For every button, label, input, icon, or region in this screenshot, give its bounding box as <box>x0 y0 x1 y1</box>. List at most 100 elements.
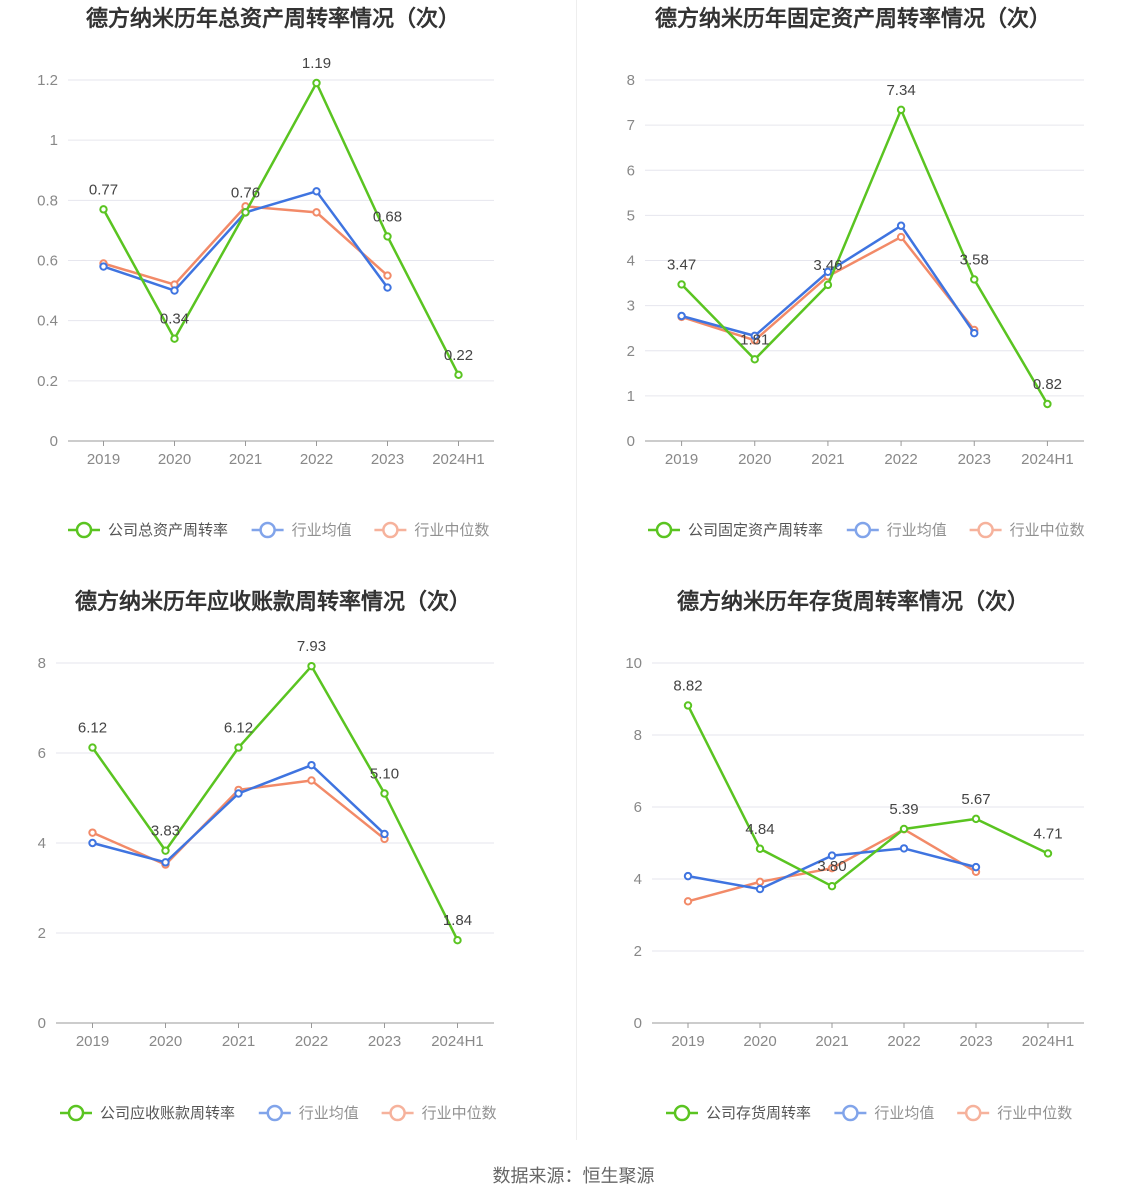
data-point <box>312 187 321 196</box>
series-line-0 <box>680 108 1049 405</box>
legend-label: 行业中位数 <box>414 522 489 539</box>
data-label: 1.81 <box>740 331 769 348</box>
chart-panel-inventory-turnover: 德方纳米历年存货周转率情况（次） 0 2 4 6 8 10 2019 2020 2021 2022 2… <box>580 583 1140 1153</box>
series-line-0 <box>102 81 460 376</box>
chart-svg: 德方纳米历年固定资产周转率情况（次） 0 1 2 3 4 5 6 7 8 2019 2020 2021 2… <box>627 6 1085 539</box>
data-point <box>454 370 463 380</box>
data-point <box>88 828 97 837</box>
legend-item: 行业中位数 <box>381 1104 497 1122</box>
y-tick-label: 0.2 <box>37 373 58 390</box>
legend-label: 行业均值 <box>887 522 947 539</box>
data-point <box>683 871 693 881</box>
legend-item: 公司应收账款周转率 <box>60 1104 235 1122</box>
legend-swatch-marker <box>655 521 673 539</box>
x-tick-label: 2022 <box>887 1033 920 1050</box>
data-point <box>827 882 837 891</box>
y-tick-label: 4 <box>634 871 642 888</box>
data-point <box>896 105 906 114</box>
x-tick-label: 2022 <box>295 1033 328 1050</box>
legend-swatch-marker <box>75 521 93 539</box>
data-point <box>312 78 321 88</box>
y-tick-label: 10 <box>625 655 642 672</box>
data-label: 3.47 <box>667 256 696 273</box>
data-label: 1.19 <box>302 55 331 72</box>
legend-label: 行业均值 <box>292 522 352 539</box>
y-tick-label: 1 <box>50 132 58 149</box>
x-tick-label: 2021 <box>815 1033 848 1050</box>
y-tick-label: 2 <box>627 343 635 360</box>
data-label: 0.76 <box>231 184 260 201</box>
legend-swatch-marker <box>842 1104 859 1122</box>
y-tick-label: 4 <box>627 253 635 270</box>
x-tick-label: 2020 <box>149 1033 182 1050</box>
data-point <box>1043 399 1052 409</box>
chart-panel-fixed-asset-turnover: 德方纳米历年固定资产周转率情况（次） 0 1 2 3 4 5 6 7 8 2019 2020 2021 2… <box>580 0 1140 570</box>
data-label: 5.10 <box>370 766 399 783</box>
legend-item: 公司固定资产周转率 <box>648 521 823 539</box>
data-point <box>677 311 686 321</box>
chart-svg: 德方纳米历年存货周转率情况（次） 0 2 4 6 8 10 2019 2020 2021 2022 2… <box>625 589 1084 1122</box>
data-point <box>307 776 316 785</box>
chart-svg: 德方纳米历年总资产周转率情况（次） 0 0.2 0.4 0.6 0.8 1 1.2 2019 20… <box>37 6 494 539</box>
legend-label: 行业中位数 <box>1010 522 1085 539</box>
y-tick-label: 0 <box>38 1015 46 1032</box>
data-label: 6.12 <box>78 720 107 737</box>
legend-swatch-marker <box>67 1104 85 1122</box>
y-tick-label: 0 <box>627 433 635 450</box>
data-point <box>683 701 693 710</box>
x-tick-label: 2023 <box>368 1033 401 1050</box>
x-tick-label: 2024H1 <box>1022 1033 1075 1050</box>
data-point <box>899 824 909 834</box>
data-point <box>383 271 392 280</box>
data-point <box>896 221 906 230</box>
data-point <box>312 208 321 217</box>
data-point <box>970 275 979 284</box>
legend-swatch-marker <box>964 1104 982 1122</box>
x-tick-label: 2021 <box>222 1033 255 1050</box>
data-point <box>899 844 909 853</box>
data-point <box>827 851 837 860</box>
data-point <box>161 846 170 855</box>
legend-item: 行业均值 <box>846 521 947 539</box>
legend-label: 行业均值 <box>874 1105 934 1122</box>
y-tick-label: 5 <box>627 207 635 224</box>
legend-label: 行业中位数 <box>997 1105 1072 1122</box>
data-point <box>380 829 389 839</box>
data-point <box>383 232 392 241</box>
data-point <box>755 844 765 853</box>
x-tick-label: 2022 <box>884 451 917 468</box>
chart-title: 德方纳米历年固定资产周转率情况（次） <box>655 6 1051 31</box>
legend-label: 行业中位数 <box>422 1105 497 1122</box>
x-tick-label: 2020 <box>158 451 191 468</box>
y-tick-label: 6 <box>634 799 642 816</box>
data-point <box>971 862 981 872</box>
x-tick-label: 2021 <box>811 451 844 468</box>
data-label: 4.71 <box>1033 825 1062 842</box>
legend-item: 行业均值 <box>258 1104 359 1122</box>
legend-item: 公司总资产周转率 <box>68 521 228 539</box>
chart-title: 德方纳米历年应收账款周转率情况（次） <box>75 589 471 614</box>
data-point <box>683 897 693 906</box>
data-point <box>380 789 389 798</box>
legend-label: 行业均值 <box>299 1105 359 1122</box>
y-tick-label: 4 <box>38 835 46 852</box>
legend-item: 行业均值 <box>834 1104 934 1122</box>
legend-item: 行业中位数 <box>969 521 1085 539</box>
y-tick-label: 0.6 <box>37 253 58 270</box>
data-label: 0.68 <box>373 208 402 225</box>
y-tick-label: 0 <box>634 1015 642 1032</box>
x-tick-label: 2022 <box>300 451 333 468</box>
legend-swatch-marker <box>382 521 399 539</box>
data-label: 0.34 <box>160 311 189 328</box>
x-tick-label: 2023 <box>958 451 991 468</box>
x-tick-label: 2019 <box>671 1033 704 1050</box>
x-tick-label: 2024H1 <box>431 1033 484 1050</box>
data-label: 3.58 <box>960 251 989 268</box>
y-tick-label: 2 <box>38 925 46 942</box>
data-point <box>1043 849 1053 858</box>
x-tick-label: 2024H1 <box>432 451 485 468</box>
legend-item: 公司存货周转率 <box>666 1104 811 1122</box>
x-tick-label: 2019 <box>76 1033 109 1050</box>
series-line-1 <box>92 763 386 864</box>
x-tick-label: 2023 <box>959 1033 992 1050</box>
